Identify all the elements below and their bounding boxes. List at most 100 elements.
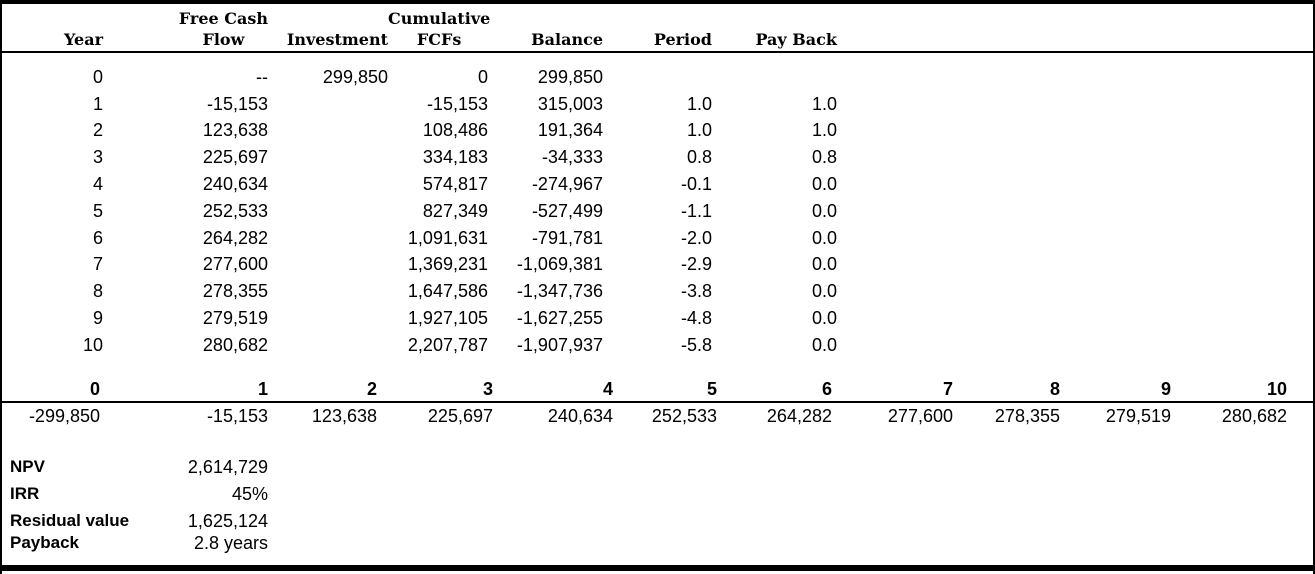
col-header-cumulative-fcfs: Cumulative FCFs bbox=[388, 9, 491, 49]
cell-investment: 299,850 bbox=[322, 66, 388, 87]
cashflow-strip-header-row: 0 1 2 3 4 5 6 7 8 9 10 bbox=[2, 378, 1287, 400]
cell-year: 5 bbox=[92, 200, 103, 221]
strip-year-header: 7 bbox=[942, 379, 953, 399]
cell-free-cash-flow: 280,682 bbox=[202, 334, 268, 355]
cell-free-cash-flow: -- bbox=[256, 66, 268, 87]
cell-free-cash-flow: 279,519 bbox=[202, 308, 268, 329]
table-row: 4 240,634 574,817 -274,967 -0.1 0.0 bbox=[2, 171, 837, 198]
cell-free-cash-flow: 123,638 bbox=[202, 120, 268, 141]
cell-free-cash-flow: 225,697 bbox=[202, 147, 268, 168]
cell-payback: 0.0 bbox=[811, 174, 837, 195]
irr-value: 45% bbox=[231, 483, 268, 504]
strip-year-header: 0 bbox=[89, 379, 100, 399]
cell-cumulative-fcfs: 2,207,787 bbox=[407, 334, 488, 355]
cell-payback: 1.0 bbox=[811, 120, 837, 141]
col-header-investment: Investment bbox=[286, 30, 388, 49]
table-body: 0 -- 299,850 0 299,850 1 -15,153 -15,153… bbox=[2, 64, 837, 359]
cell-free-cash-flow: 277,600 bbox=[202, 254, 268, 275]
cell-payback: 0.0 bbox=[811, 254, 837, 275]
npv-value: 2,614,729 bbox=[187, 456, 268, 477]
cell-cumulative-fcfs: 1,091,631 bbox=[407, 227, 488, 248]
col-header-free-cash-flow: Free Cash Flow bbox=[178, 9, 268, 49]
cell-year: 2 bbox=[92, 120, 103, 141]
cell-year: 1 bbox=[92, 93, 103, 114]
cell-year: 8 bbox=[92, 281, 103, 302]
cell-period: -2.9 bbox=[680, 254, 712, 275]
cashflow-strip-value-row: -299,850 -15,153 123,638 225,697 240,634… bbox=[2, 405, 1287, 427]
top-border-rule bbox=[2, 0, 1313, 4]
cell-balance: -527,499 bbox=[531, 200, 603, 221]
header-underline-rule bbox=[2, 51, 1313, 53]
table-row: 2 123,638 108,486 191,364 1.0 1.0 bbox=[2, 118, 837, 145]
strip-cashflow-value: 279,519 bbox=[1105, 405, 1171, 426]
col-header-period: Period bbox=[653, 30, 712, 49]
strip-cashflow-value: 123,638 bbox=[311, 405, 377, 426]
cell-year: 4 bbox=[92, 174, 103, 195]
cell-payback: 1.0 bbox=[811, 93, 837, 114]
strip-year-header: 2 bbox=[366, 379, 377, 399]
cell-balance: 315,003 bbox=[537, 93, 603, 114]
strip-cashflow-value: 277,600 bbox=[887, 405, 953, 426]
npv-label: NPV bbox=[10, 457, 45, 476]
cell-year: 7 bbox=[92, 254, 103, 275]
cell-free-cash-flow: 264,282 bbox=[202, 227, 268, 248]
cell-free-cash-flow: 278,355 bbox=[202, 281, 268, 302]
cell-year: 6 bbox=[92, 227, 103, 248]
cell-period: 1.0 bbox=[686, 120, 712, 141]
cell-period: -1.1 bbox=[680, 200, 712, 221]
strip-cashflow-value: 264,282 bbox=[766, 405, 832, 426]
strip-cashflow-value: 240,634 bbox=[547, 405, 613, 426]
col-header-year: Year bbox=[63, 30, 103, 49]
cell-period: -4.8 bbox=[680, 308, 712, 329]
cell-balance: 191,364 bbox=[537, 120, 603, 141]
bottom-border-rule bbox=[2, 565, 1313, 571]
table-row: 8 278,355 1,647,586 -1,347,736 -3.8 0.0 bbox=[2, 278, 837, 305]
cell-period: -5.8 bbox=[680, 334, 712, 355]
cell-cumulative-fcfs: 827,349 bbox=[422, 200, 488, 221]
table-row: 3 225,697 334,183 -34,333 0.8 0.8 bbox=[2, 144, 837, 171]
cell-cumulative-fcfs: -15,153 bbox=[426, 93, 488, 114]
table-row: 10 280,682 2,207,787 -1,907,937 -5.8 0.0 bbox=[2, 332, 837, 359]
cell-period: -3.8 bbox=[680, 281, 712, 302]
strip-cashflow-value: 278,355 bbox=[994, 405, 1060, 426]
cell-balance: -1,907,937 bbox=[516, 334, 603, 355]
cell-cumulative-fcfs: 1,647,586 bbox=[407, 281, 488, 302]
cell-balance: 299,850 bbox=[537, 66, 603, 87]
cell-cumulative-fcfs: 1,927,105 bbox=[407, 308, 488, 329]
strip-cashflow-value: -299,850 bbox=[28, 405, 100, 426]
cell-free-cash-flow: -15,153 bbox=[206, 93, 268, 114]
cell-balance: -1,347,736 bbox=[516, 281, 603, 302]
cell-period: -2.0 bbox=[680, 227, 712, 248]
strip-year-header: 6 bbox=[821, 379, 832, 399]
payback-label: Payback bbox=[10, 533, 79, 552]
strip-year-header: 5 bbox=[706, 379, 717, 399]
payback-value: 2.8 years bbox=[193, 532, 268, 553]
table-row: 0 -- 299,850 0 299,850 bbox=[2, 64, 837, 91]
strip-cashflow-value: -15,153 bbox=[206, 405, 268, 426]
strip-cashflow-value: 280,682 bbox=[1221, 405, 1287, 426]
cell-free-cash-flow: 240,634 bbox=[202, 174, 268, 195]
cell-payback: 0.0 bbox=[811, 281, 837, 302]
cell-payback: 0.0 bbox=[811, 200, 837, 221]
summary-row-irr: IRR 45% bbox=[2, 483, 268, 505]
residual-value-label: Residual value bbox=[10, 511, 130, 530]
cell-balance: -274,967 bbox=[531, 174, 603, 195]
summary-row-npv: NPV 2,614,729 bbox=[2, 456, 268, 478]
table-row: 6 264,282 1,091,631 -791,781 -2.0 0.0 bbox=[2, 225, 837, 252]
residual-value-value: 1,625,124 bbox=[187, 510, 268, 531]
strip-underline-rule bbox=[2, 401, 1313, 403]
cell-balance: -1,627,255 bbox=[516, 308, 603, 329]
cell-cumulative-fcfs: 108,486 bbox=[422, 120, 488, 141]
table-row: 9 279,519 1,927,105 -1,627,255 -4.8 0.0 bbox=[2, 305, 837, 332]
cell-period: -0.1 bbox=[680, 174, 712, 195]
cell-payback: 0.0 bbox=[811, 227, 837, 248]
irr-label: IRR bbox=[10, 484, 40, 503]
table-header-row: Year Free Cash Flow Investment Cumulative… bbox=[2, 6, 837, 50]
cell-payback: 0.0 bbox=[811, 334, 837, 355]
strip-cashflow-value: 252,533 bbox=[651, 405, 717, 426]
cell-cumulative-fcfs: 334,183 bbox=[422, 147, 488, 168]
summary-row-residual-value: Residual value 1,625,124 bbox=[2, 510, 268, 532]
cell-period: 1.0 bbox=[686, 93, 712, 114]
strip-year-header: 3 bbox=[482, 379, 493, 399]
